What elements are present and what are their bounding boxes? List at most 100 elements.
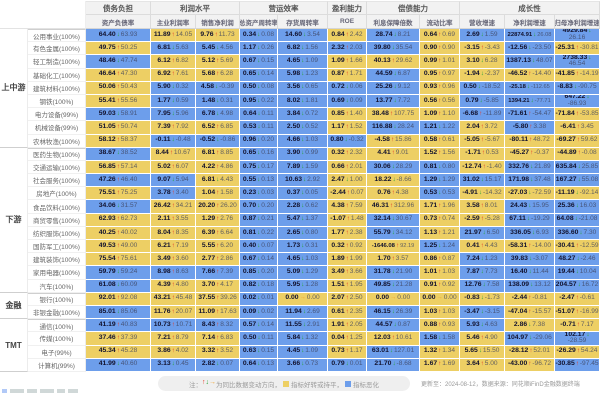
metric-compare-value: 3.45 xyxy=(580,123,594,130)
metric-compare-value: 5.63 xyxy=(175,43,189,51)
down-arrow-icon: ↓ xyxy=(215,83,219,91)
metric-compare-value: 0.15 xyxy=(261,57,275,65)
metric-compare-value: -90.75 xyxy=(577,83,597,91)
metric-compare-value: 0.07 xyxy=(261,241,275,249)
down-arrow-icon: ↓ xyxy=(392,175,396,183)
heatmap-table: 债务负担 利润水平 营运效率 盈利能力 偿债能力 成长性 资产负债率 主业利润率 销售净利润 总资… xyxy=(0,1,600,372)
metric-value: 22874.91 xyxy=(507,31,533,38)
down-arrow-icon: ↓ xyxy=(301,109,305,117)
metric-value: 0.65 xyxy=(242,70,257,78)
metric-compare-value: 0.18 xyxy=(261,281,275,289)
metric-compare-value: 0.32 xyxy=(175,83,189,91)
metric-compare-value: -0.61 xyxy=(579,294,595,302)
metric-compare-value: 31.57 xyxy=(120,202,138,210)
up-arrow-icon: ↑ xyxy=(576,347,580,355)
metric-value: 3.90 xyxy=(286,149,301,157)
up-arrow-icon: ↑ xyxy=(345,57,349,65)
up-arrow-icon: ↑ xyxy=(116,294,120,302)
up-arrow-icon: ↑ xyxy=(529,136,533,144)
metric-value: 0.67 xyxy=(242,254,257,262)
metric-value: 3.13 xyxy=(157,360,171,368)
up-arrow-icon: ↑ xyxy=(528,294,532,302)
metric-cell: -2.44 ↑ 0.07 xyxy=(328,187,367,201)
down-arrow-icon: ↓ xyxy=(257,175,261,183)
metric-value: 49.85 xyxy=(373,281,391,289)
metric-cell: 647.22 ↓ -86.93 xyxy=(555,94,600,109)
metric-value: 1.29 xyxy=(423,175,438,183)
metric-cell: 47.26 ↑ 46.40 xyxy=(86,174,151,188)
metric-value: 4.38 xyxy=(331,202,345,210)
metric-value: 0.75 xyxy=(242,162,257,170)
metric-value: 11.55 xyxy=(285,320,302,328)
metric-cell: 0.87 ↑ 1.71 xyxy=(328,68,367,82)
up-arrow-icon: ↑ xyxy=(171,294,175,302)
down-arrow-icon: ↓ xyxy=(116,109,120,117)
up-arrow-icon: ↑ xyxy=(528,109,532,117)
metric-cell: -47.04 ↑ -15.57 xyxy=(505,305,555,320)
row-label: 基础化工(100%) xyxy=(28,68,86,82)
metric-compare-value: 0.11 xyxy=(261,123,274,130)
up-arrow-icon: ↑ xyxy=(345,320,349,328)
metric-compare-value: 0.53 xyxy=(485,149,499,157)
row-label: 银行(100%) xyxy=(28,292,86,306)
up-arrow-icon: ↑ xyxy=(480,136,484,144)
metric-compare-value: 21.90 xyxy=(395,268,413,276)
metric-value: 0.50 xyxy=(243,334,257,341)
down-arrow-icon: ↓ xyxy=(528,188,532,196)
metric-compare-value: 40.60 xyxy=(120,360,138,368)
up-arrow-icon: ↑ xyxy=(438,347,442,355)
metric-value: 7.14 xyxy=(201,334,216,341)
metric-cell: 49.53 ↑ 49.00 xyxy=(86,240,151,254)
metric-compare-value: 2.05 xyxy=(349,320,363,328)
up-arrow-icon: ↑ xyxy=(171,241,175,249)
metric-value: -1.94 xyxy=(464,70,480,78)
row-label: 建筑装饰(100%) xyxy=(28,253,86,267)
metric-cell: 38.67 ↓ 38.52 xyxy=(86,147,151,161)
metric-cell: 43.21 ↑ 45.48 xyxy=(151,292,196,306)
metric-value: 0.66 xyxy=(331,162,345,170)
metric-value: 2.82 xyxy=(201,360,216,368)
metric-value: 5.98 xyxy=(286,70,301,78)
metric-compare-value: 0.74 xyxy=(442,215,456,223)
legend-up-arrow-icon: ↑ xyxy=(202,379,206,387)
metric-compare-value: 0.21 xyxy=(261,215,275,223)
metric-cell: 0.00 → 0.00 xyxy=(420,292,460,306)
metric-value: 55.41 xyxy=(98,96,116,104)
metric-compare-value: 59.24 xyxy=(120,268,138,276)
metric-compare-value: 11.73 xyxy=(218,30,235,38)
metric-cell: 5.02 ↑ 6.07 xyxy=(151,160,196,175)
metric-cell: -58.31 ↑ -14.00 xyxy=(505,240,555,254)
down-arrow-icon: ↓ xyxy=(257,30,261,38)
flat-arrow-icon: → xyxy=(299,294,306,302)
up-arrow-icon: ↑ xyxy=(345,281,349,289)
down-arrow-icon: ↓ xyxy=(393,123,397,130)
metric-value: -8.83 xyxy=(557,83,573,91)
metric-value: 5.46 xyxy=(466,334,480,341)
metric-value: -3.47 xyxy=(464,307,480,315)
down-arrow-icon: ↓ xyxy=(391,43,395,51)
metric-value: -58.31 xyxy=(507,241,528,249)
metric-value: 5.12 xyxy=(201,57,216,65)
metric-compare-value: 0.93 xyxy=(442,320,456,328)
metric-compare-value: -96.72 xyxy=(532,360,552,368)
metric-value: 0.81 xyxy=(423,162,438,170)
metric-compare-value: 0.14 xyxy=(261,254,275,262)
metric-cell: -1.71 ↑ 0.53 xyxy=(460,147,505,161)
metric-cell: -26.29 ↑ 54.24 xyxy=(555,345,600,359)
metric-cell: 7.95 ↓ 5.96 xyxy=(151,108,196,122)
column-group-header: 成长性 xyxy=(460,1,600,15)
metric-compare-value: 1.95 xyxy=(349,281,363,289)
metric-cell: 0.57 ↓ 0.14 xyxy=(240,319,278,333)
metric-value: 0.73 xyxy=(331,347,345,355)
metric-value: 67.11 xyxy=(509,215,526,223)
down-arrow-icon: ↓ xyxy=(301,228,305,236)
metric-cell: 40.25 ↑ 40.02 xyxy=(86,226,151,240)
down-arrow-icon: ↓ xyxy=(257,70,261,78)
up-arrow-icon: ↑ xyxy=(529,123,533,130)
down-arrow-icon: ↓ xyxy=(301,334,305,341)
metric-cell: 44.59 ↓ 6.87 xyxy=(367,68,420,82)
metric-compare-value: 48.72 xyxy=(533,136,550,144)
metric-value: 6.52 xyxy=(201,123,216,130)
metric-compare-value: 1.59 xyxy=(305,162,319,170)
down-arrow-icon: ↓ xyxy=(480,175,484,183)
